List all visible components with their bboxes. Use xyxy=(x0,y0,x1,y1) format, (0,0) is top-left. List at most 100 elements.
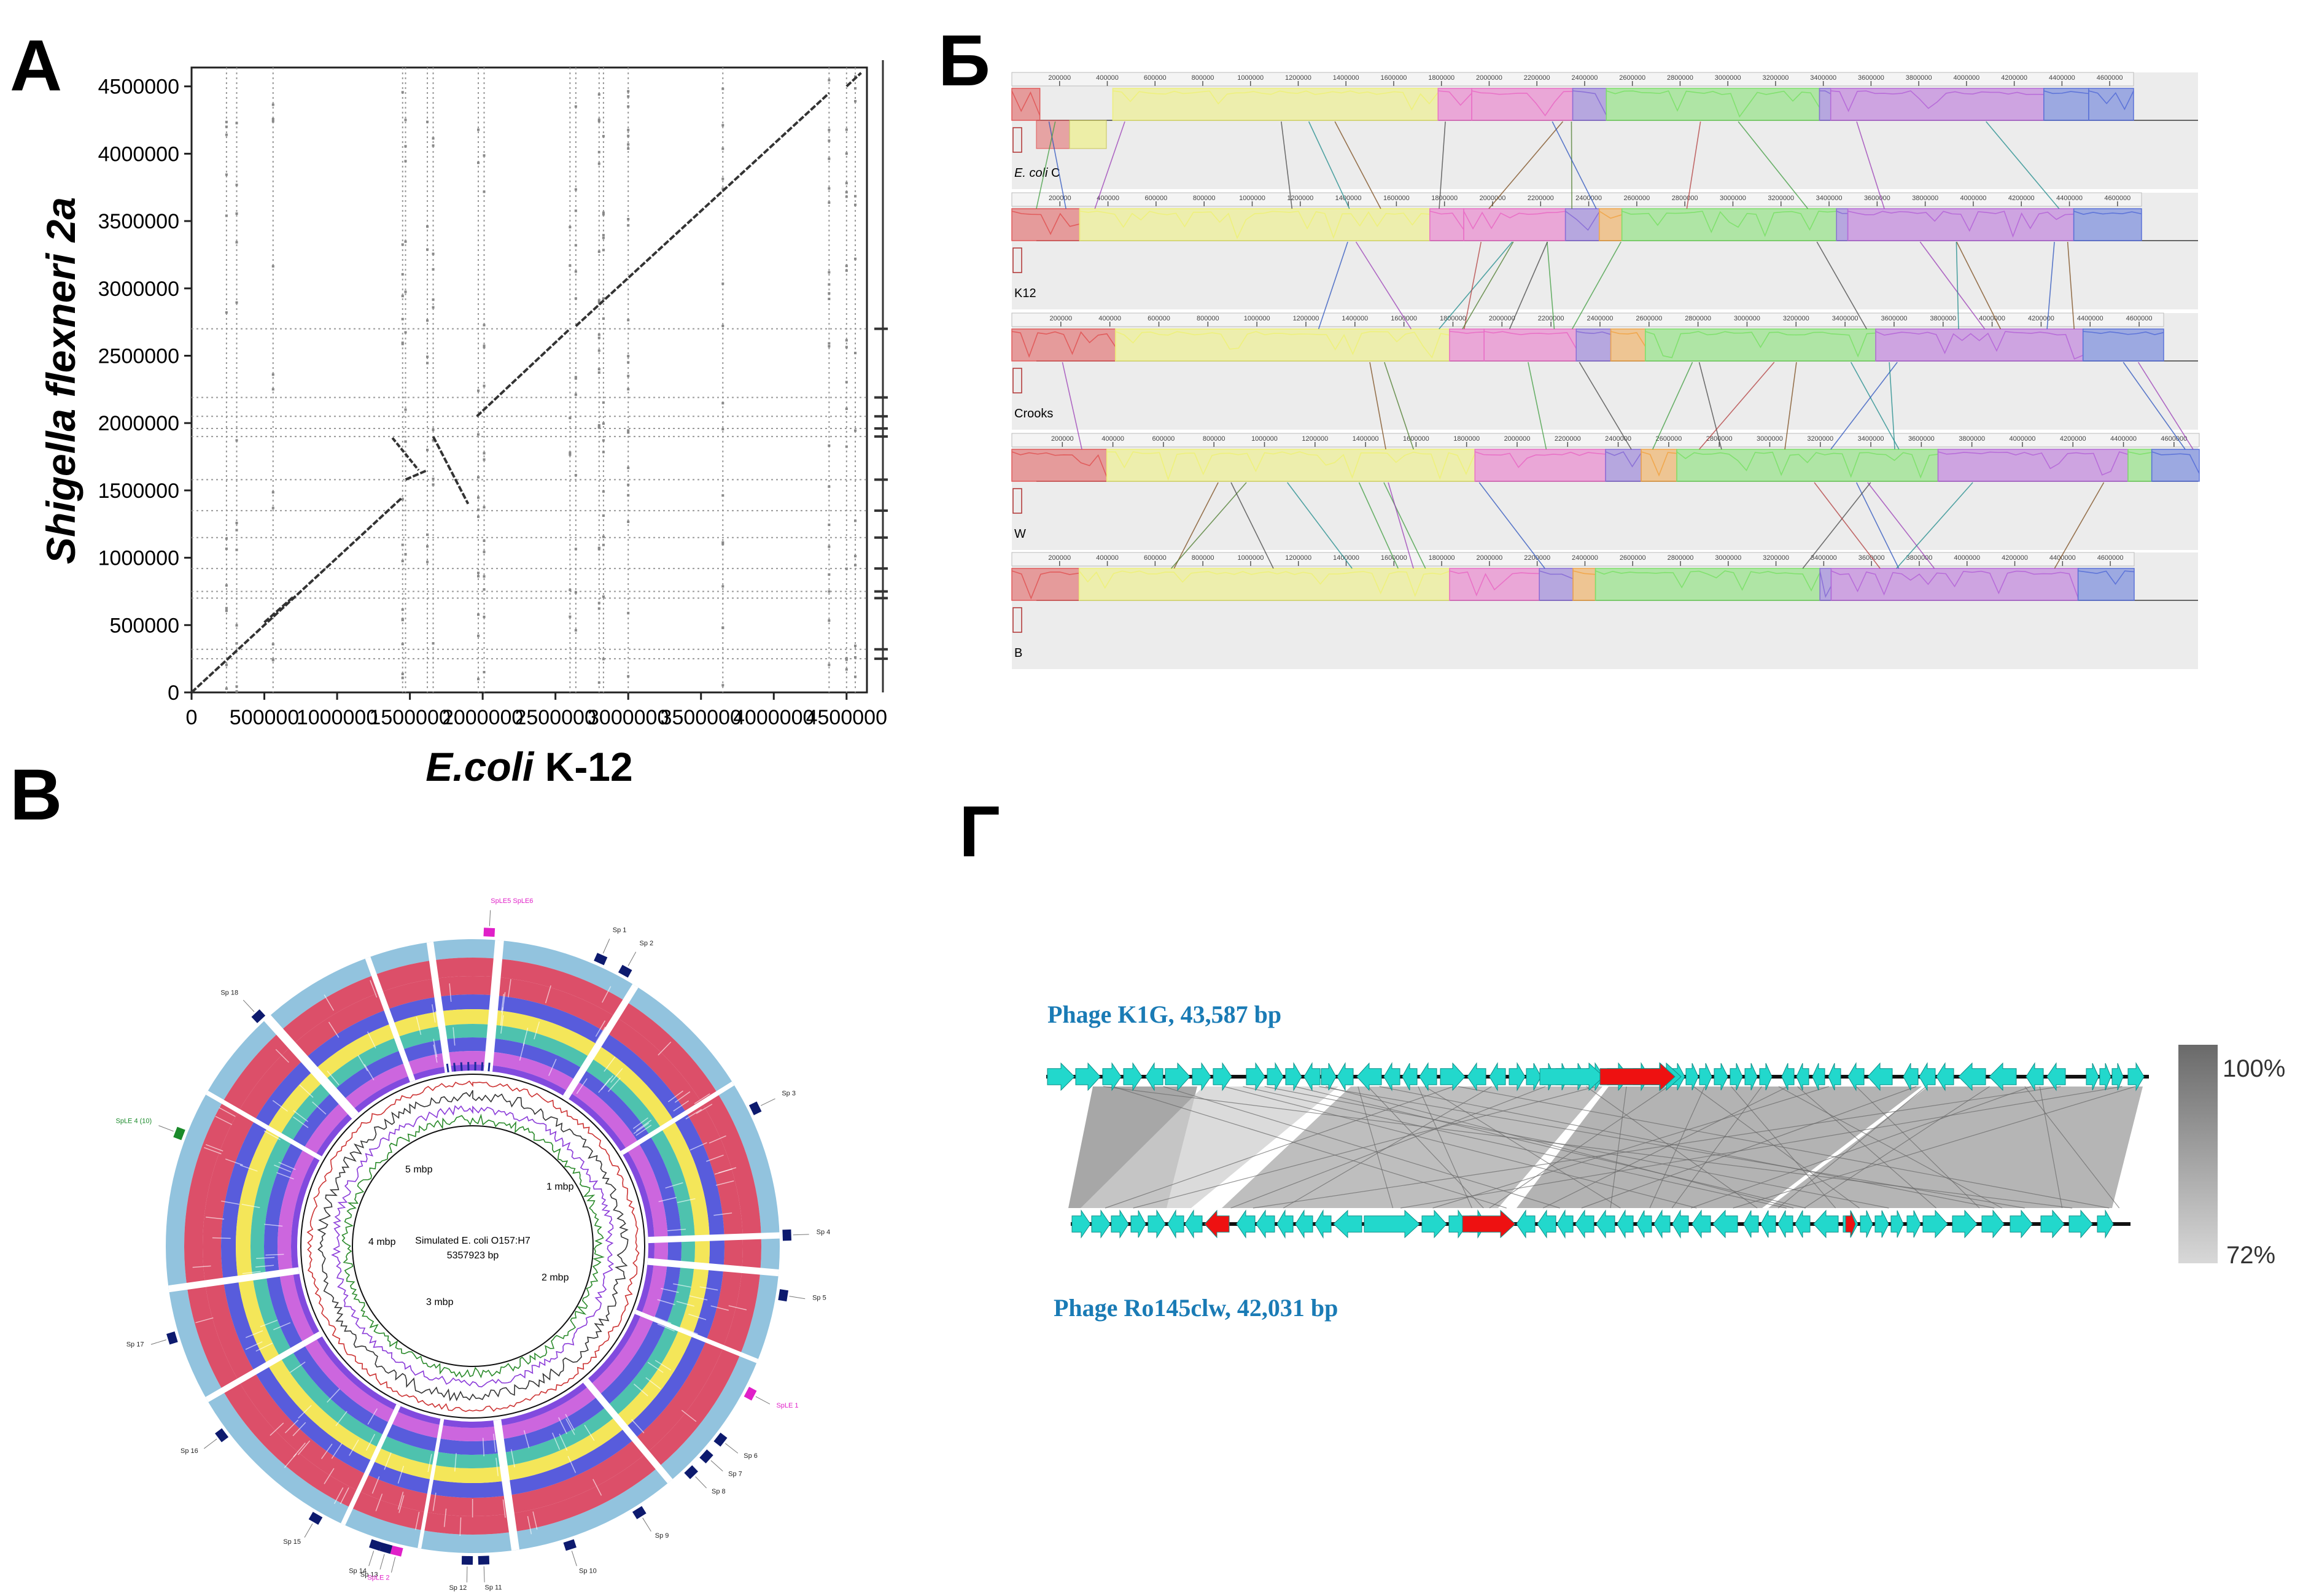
dotplot-noise-dot xyxy=(597,681,600,684)
dotplot-noise-dot xyxy=(432,306,435,309)
circular-prophage-label: Sp 15 xyxy=(283,1538,301,1546)
dotplot-noise-dot xyxy=(483,458,486,461)
dotplot-noise-dot xyxy=(627,675,630,678)
mauve-similarity-profile xyxy=(1819,570,1832,598)
mauve-ruler-label: 4000000 xyxy=(1954,554,1980,562)
similarity-legend-max: 100% xyxy=(2223,1055,2285,1082)
dotplot-x-tick-label: 2000000 xyxy=(442,706,523,729)
phage-ro145clw-gene-arrow xyxy=(1130,1210,1146,1238)
circular-ring-striation xyxy=(633,1122,650,1134)
phage-ro145clw-gene-arrow xyxy=(1981,1209,2005,1239)
dotplot-noise-dot xyxy=(602,657,605,660)
mauve-row-background xyxy=(1012,313,2198,430)
mauve-lcb-block xyxy=(1594,568,1820,601)
mauve-ruler-label: 4600000 xyxy=(2104,195,2130,202)
dotplot-noise-dot xyxy=(426,319,429,322)
mauve-ruler-label: 600000 xyxy=(1148,315,1170,322)
circular-prophage-marker xyxy=(778,1289,789,1302)
dotplot-noise-dot xyxy=(225,609,228,612)
panel-letter-c: В xyxy=(10,754,63,835)
circular-ring-striation xyxy=(552,1432,561,1451)
mauve-connector-line xyxy=(2123,362,2186,450)
mauve-similarity-profile xyxy=(1011,451,1108,478)
dotplot-noise-dot xyxy=(854,99,857,103)
phage-similarity-line xyxy=(1797,1086,1936,1209)
mauve-lcb-block xyxy=(1011,88,1041,121)
dotplot-noise-dot xyxy=(627,611,630,614)
dotplot-noise-dot xyxy=(845,152,848,155)
circular-ring-striation xyxy=(510,1449,515,1468)
circular-ring-striation xyxy=(324,994,335,1011)
mauve-connector-line xyxy=(1439,121,1446,209)
circular-ring-striation xyxy=(312,1101,327,1115)
circular-ring-striation xyxy=(584,1425,595,1441)
mauve-connector-line xyxy=(1173,482,1219,569)
mauve-connector-line xyxy=(1369,362,1386,450)
mauve-connector-line xyxy=(1528,362,1547,450)
dotplot-noise-dot xyxy=(845,265,848,268)
circular-ring-gap xyxy=(263,1015,359,1119)
dotplot-noise-dot xyxy=(401,273,404,276)
circular-ring-striation xyxy=(272,1100,288,1112)
mauve-lcb-block xyxy=(1437,88,1472,121)
circular-ring-striation xyxy=(215,1115,233,1125)
phage-k1g-gene-arrow xyxy=(2086,1063,2099,1091)
mauve-lcb-block xyxy=(2127,449,2153,482)
circular-ring-striation xyxy=(320,1443,333,1460)
circular-prophage-label: Sp 11 xyxy=(485,1584,502,1592)
dotplot-noise-dot xyxy=(225,214,228,217)
circular-prophage-marker xyxy=(173,1126,185,1141)
circular-ring-striation xyxy=(432,1004,436,1023)
circular-ring-striation xyxy=(223,1277,242,1281)
circular-center-length: 5357923 bp xyxy=(447,1250,499,1261)
circular-prophage-marker xyxy=(166,1331,178,1345)
phage-k1g-gene-arrow xyxy=(1542,1063,1555,1091)
mauve-connector-line xyxy=(1956,241,2002,330)
phage-k1g-gene-arrow xyxy=(2046,1062,2066,1091)
circular-ring-striation xyxy=(371,1476,380,1494)
mauve-connector-line xyxy=(1698,362,1775,450)
dotplot-noise-dot xyxy=(401,559,404,562)
mauve-similarity-profile xyxy=(1079,211,1430,239)
dotplot-noise-dot xyxy=(721,626,724,629)
mauve-similarity-profile xyxy=(1438,90,1472,106)
phage-similarity-line xyxy=(1542,1086,1789,1209)
phage-k1g-gene-arrow xyxy=(1321,1063,1337,1091)
dotplot-noise-dot xyxy=(721,187,724,190)
mauve-connector-line xyxy=(1036,121,1056,209)
mauve-lcb-block xyxy=(1078,568,1450,601)
mauve-similarity-profile xyxy=(1113,90,1439,111)
mauve-lcb-block xyxy=(2088,88,2134,121)
mauve-lcb-block xyxy=(1830,568,2079,601)
phage-similarity-line xyxy=(1319,1086,2025,1209)
circular-ring-striation xyxy=(534,1021,540,1040)
dotplot-noise-dot xyxy=(597,336,600,339)
dotplot-noise-dot xyxy=(569,451,572,454)
circular-ring-gap xyxy=(483,940,504,1072)
mauve-ruler-label: 4200000 xyxy=(2008,195,2035,202)
mauve-similarity-profile xyxy=(1565,211,1600,231)
phage-ro145clw-gene-arrow xyxy=(1256,1209,1275,1239)
mauve-ruler-label: 2200000 xyxy=(1524,74,1550,82)
dotplot-noise-dot xyxy=(627,319,630,322)
dotplot-noise-dot xyxy=(477,571,480,575)
phage-similarity-line xyxy=(2039,1086,2063,1209)
dotplot-noise-dot xyxy=(401,295,404,298)
dotplot-noise-dot xyxy=(477,678,480,681)
phage-ro145clw-gene-arrow xyxy=(1617,1209,1634,1239)
dotplot-noise-dot xyxy=(401,498,404,501)
dotplot-noise-dot xyxy=(854,656,857,659)
phage-similarity-line xyxy=(1418,1086,1472,1209)
dotplot-noise-dot xyxy=(235,184,238,187)
circular-blast-ring xyxy=(291,1064,654,1428)
circular-ring-striation xyxy=(290,1362,306,1373)
phage-k1g-gene-arrow xyxy=(1919,1062,1936,1091)
mauve-connector-line xyxy=(1048,121,1066,209)
phage-k1g-gene-arrow xyxy=(1669,1063,1685,1091)
mauve-genome-label: W xyxy=(1014,527,1026,541)
circular-prophage-label: SpLE 1 xyxy=(776,1402,798,1409)
mauve-ruler-label: 4600000 xyxy=(2161,435,2187,443)
phage-k1g-gene-arrow xyxy=(1936,1062,1954,1091)
mauve-ruler-label: 3800000 xyxy=(1906,554,1933,562)
